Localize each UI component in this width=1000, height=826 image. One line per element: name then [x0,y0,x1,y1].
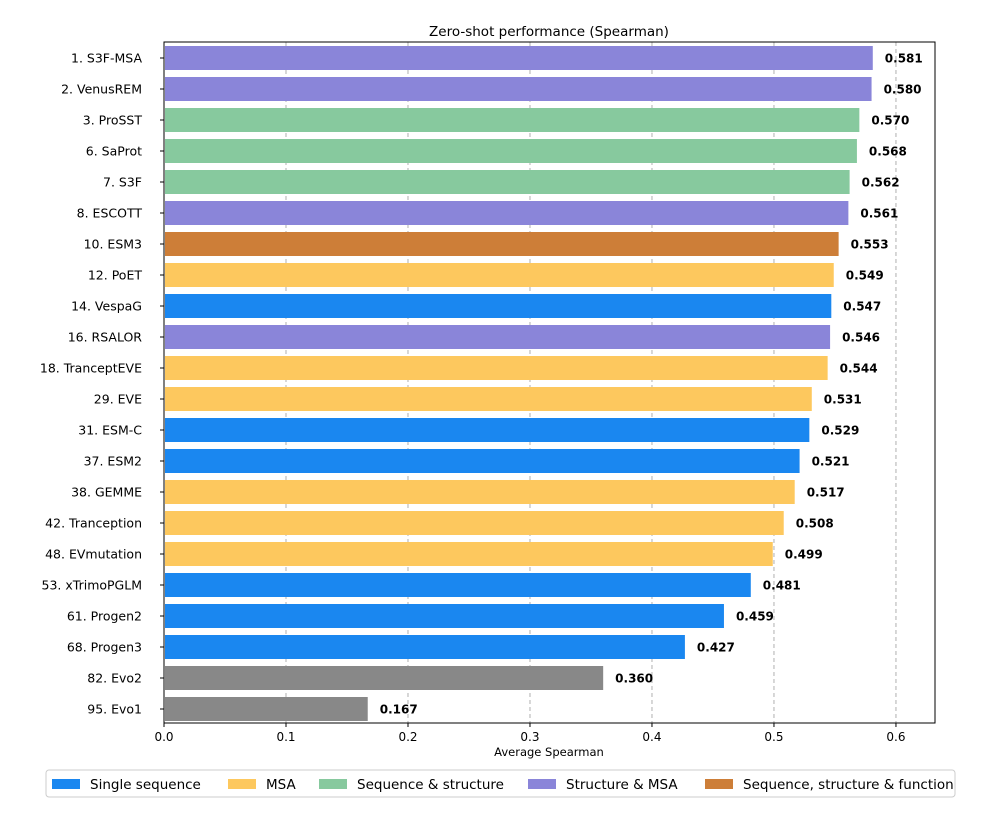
legend-entry: Sequence & structure [357,777,504,793]
data-label: 0.360 [615,672,653,686]
y-tick-label: 18. TranceptEVE [40,361,142,376]
x-tick-label: 0.1 [276,730,295,744]
legend: Single sequence MSA Sequence & structure St… [45,769,956,798]
y-tick-label: 61. Progen2 [67,609,142,624]
legend-entry: Sequence, structure & function [743,777,954,793]
data-label: 0.568 [869,145,907,159]
legend-swatch [319,779,347,789]
bars [165,46,873,721]
data-label: 0.547 [843,300,881,314]
data-label: 0.427 [697,641,735,655]
y-tick-label: 53. xTrimoPGLM [42,578,142,593]
y-tick-label: 1. S3F-MSA [71,51,142,66]
plot-frame [163,41,936,724]
bar [165,511,784,535]
category-labels: 1. S3F-MSA 2. VenusREM 3. ProSST 6. SaProt 7… [40,51,164,717]
y-tick-label: 7. S3F [103,175,142,190]
data-label: 0.521 [812,455,850,469]
bar [165,387,812,411]
data-label: 0.531 [824,393,862,407]
data-label: 0.508 [796,517,834,531]
y-tick-label: 6. SaProt [86,144,142,159]
bar [165,108,860,132]
x-tick-label: 0.4 [642,730,661,744]
legend-entry: Single sequence [90,777,201,793]
y-tick-label: 12. PoET [88,268,142,283]
bar [165,139,857,163]
y-tick-label: 14. VespaG [71,299,142,314]
y-tick-label: 42. Tranception [45,516,142,531]
y-tick-label: 31. ESM-C [78,423,142,438]
bar [165,449,800,473]
x-tick-label: 0.3 [520,730,539,744]
bar [165,573,751,597]
data-label: 0.562 [862,176,900,190]
legend-swatch [528,779,556,789]
data-label: 0.561 [860,207,898,221]
data-label: 0.499 [785,548,823,562]
bar [165,542,773,566]
y-tick-label: 8. ESCOTT [77,206,143,221]
data-label: 0.570 [871,114,909,128]
bar [165,201,849,225]
data-label: 0.459 [736,610,774,624]
data-label: 0.546 [842,331,880,345]
bar [165,170,850,194]
bar [165,635,685,659]
bar [165,418,810,442]
legend-swatch [228,779,256,789]
y-tick-label: 38. GEMME [71,485,142,500]
bar [165,356,828,380]
data-label: 0.553 [851,238,889,252]
y-tick-label: 2. VenusREM [61,82,142,97]
x-tick-label: 0.0 [154,730,173,744]
data-label: 0.544 [840,362,878,376]
bar [165,604,724,628]
y-tick-label: 3. ProSST [83,113,143,128]
bar [165,697,368,721]
bar [165,232,839,256]
data-label: 0.167 [380,703,418,717]
legend-frame [45,769,956,798]
y-tick-label: 29. EVE [94,392,142,407]
legend-entry: MSA [266,777,296,793]
data-label: 0.580 [884,83,922,97]
legend-entry: Structure & MSA [566,777,678,793]
x-tick-label: 0.2 [398,730,417,744]
bar [165,480,795,504]
legend-swatch [705,779,733,789]
y-tick-label: 68. Progen3 [67,640,142,655]
bar [165,294,832,318]
x-tick-label: 0.5 [764,730,783,744]
y-tick-label: 37. ESM2 [84,454,142,469]
data-label: 0.481 [763,579,801,593]
legend-swatch [52,779,80,789]
data-label: 0.517 [807,486,845,500]
bar [165,666,604,690]
y-tick-label: 48. EVmutation [45,547,142,562]
y-tick-label: 16. RSALOR [68,330,143,345]
y-tick-label: 95. Evo1 [87,702,142,717]
value-labels: 0.581 0.580 0.570 0.568 0.562 0.561 0.553 0.549… [380,52,923,717]
x-axis-label: Average Spearman [494,745,604,759]
data-label: 0.581 [885,52,923,66]
chart-title: Zero-shot performance (Spearman) [429,24,669,40]
data-label: 0.529 [821,424,859,438]
bar [165,263,834,287]
bar [165,325,831,349]
y-tick-label: 82. Evo2 [87,671,142,686]
y-tick-label: 10. ESM3 [84,237,142,252]
bar [165,77,872,101]
x-axis-ticks: 0.0 0.1 0.2 0.3 0.4 0.5 0.6 [154,723,906,744]
x-tick-label: 0.6 [886,730,905,744]
bar [165,46,873,70]
data-label: 0.549 [846,269,884,283]
